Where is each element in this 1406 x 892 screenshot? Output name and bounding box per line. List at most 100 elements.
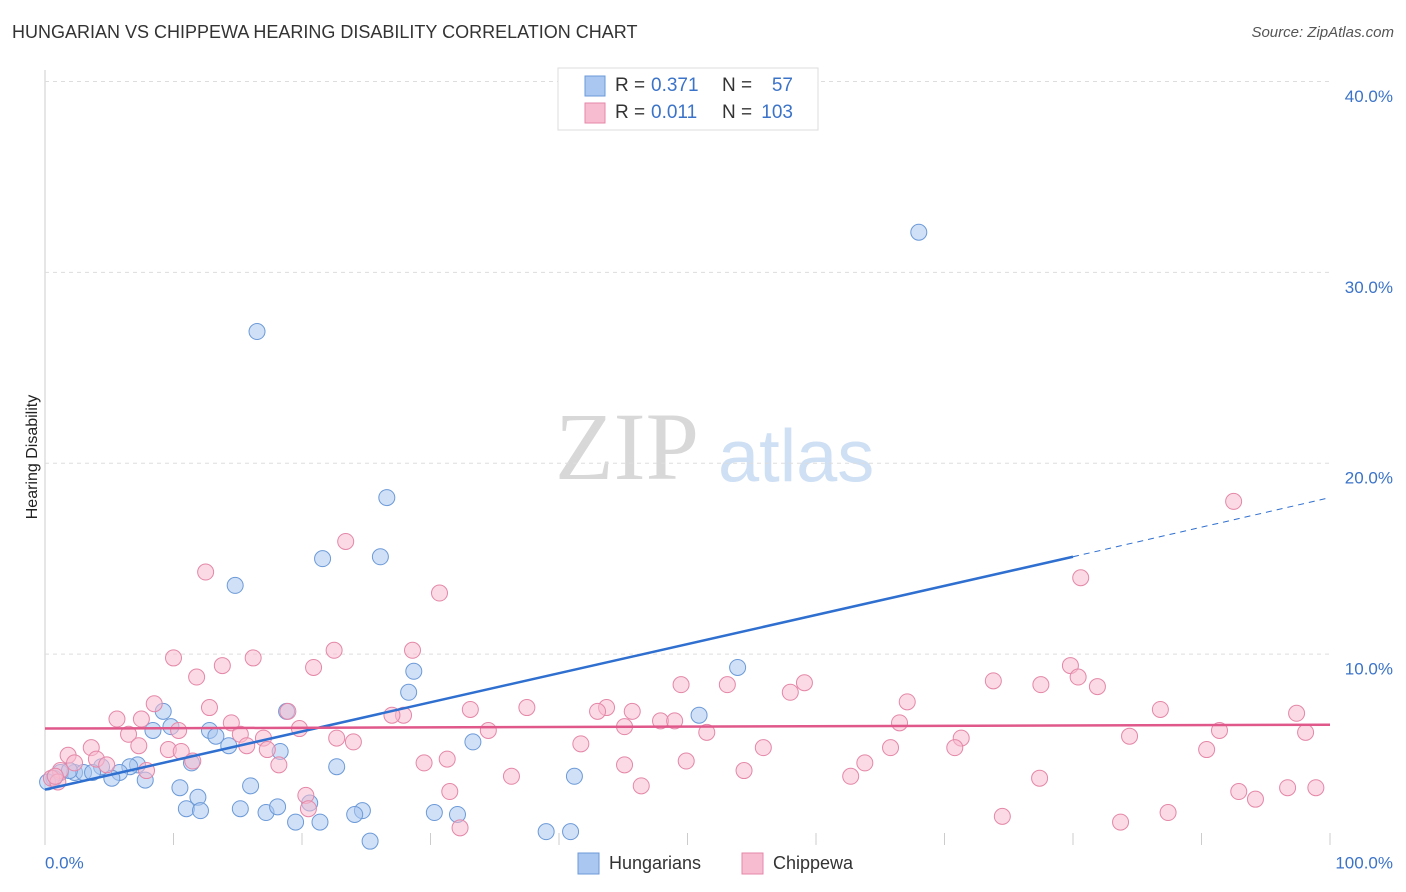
point <box>188 668 206 686</box>
point <box>269 798 287 816</box>
point <box>361 832 379 850</box>
chart-title: HUNGARIAN VS CHIPPEWA HEARING DISABILITY… <box>12 22 637 42</box>
point <box>993 807 1011 825</box>
legend-n-value: 103 <box>761 102 793 123</box>
point <box>191 802 209 820</box>
point <box>565 767 583 785</box>
point <box>856 754 874 772</box>
point <box>311 813 329 831</box>
legend: R = 0.371 N = 57 Hungarians R = 0.011 N = 103 Chi… <box>577 75 854 875</box>
point <box>425 804 443 822</box>
point <box>1159 804 1177 822</box>
point <box>898 693 916 711</box>
point <box>46 767 64 785</box>
point <box>1230 783 1248 801</box>
point <box>1198 741 1216 759</box>
y-tick-label: 40.0% <box>1345 87 1393 106</box>
watermark: atlas <box>718 415 874 498</box>
point <box>400 683 418 701</box>
point <box>415 754 433 772</box>
point <box>1288 704 1306 722</box>
point <box>404 641 422 659</box>
point <box>213 657 231 675</box>
point <box>441 783 459 801</box>
point <box>287 813 305 831</box>
point <box>882 739 900 757</box>
point <box>314 550 332 568</box>
legend-swatch <box>584 75 606 97</box>
point <box>344 733 362 751</box>
point <box>66 754 84 772</box>
legend-swatch <box>584 102 606 124</box>
point <box>616 756 634 774</box>
point <box>144 721 162 739</box>
point <box>666 712 684 730</box>
point <box>98 756 116 774</box>
point <box>632 777 650 795</box>
point <box>378 489 396 507</box>
trend-line <box>44 555 1074 791</box>
point <box>248 323 266 341</box>
point <box>562 823 580 841</box>
point <box>589 702 607 720</box>
point <box>328 758 346 776</box>
point <box>108 710 126 728</box>
point <box>984 672 1002 690</box>
point <box>1307 779 1325 797</box>
point <box>1246 790 1264 808</box>
point <box>461 700 479 718</box>
point <box>438 750 456 768</box>
legend-label: Hungarians <box>609 853 701 873</box>
point <box>371 548 389 566</box>
legend-r-label: R = <box>615 75 645 96</box>
legend-r-value: 0.011 <box>651 102 697 123</box>
point <box>299 800 317 818</box>
point <box>502 767 520 785</box>
point <box>677 752 695 770</box>
point <box>132 710 150 728</box>
point <box>1069 668 1087 686</box>
point <box>781 683 799 701</box>
point <box>258 741 276 759</box>
point <box>729 658 747 676</box>
point <box>170 721 188 739</box>
point <box>1032 676 1050 694</box>
point <box>171 779 189 797</box>
point <box>130 737 148 755</box>
trend-extension <box>1072 497 1331 558</box>
point <box>1031 769 1049 787</box>
y-tick-label: 20.0% <box>1345 469 1393 488</box>
y-tick-label: 30.0% <box>1345 278 1393 297</box>
point <box>305 658 323 676</box>
point <box>279 702 297 720</box>
point <box>842 767 860 785</box>
point <box>405 662 423 680</box>
point <box>1112 813 1130 831</box>
point <box>891 714 909 732</box>
x-tick-label: 100.0% <box>1335 853 1393 872</box>
point <box>346 805 364 823</box>
point <box>451 819 469 837</box>
point <box>1225 492 1243 510</box>
point <box>518 699 536 717</box>
legend-swatch <box>741 852 764 875</box>
legend-label: Chippewa <box>773 853 854 873</box>
point <box>735 762 753 780</box>
trend-line <box>44 723 1331 730</box>
legend-n-value: 57 <box>772 75 793 96</box>
point <box>464 733 482 751</box>
point <box>177 800 195 818</box>
plot-area: 10.0% 20.0% 30.0% 40.0% 0.0% 100.0% <box>39 70 1393 872</box>
legend-r-label: R = <box>615 102 645 123</box>
point <box>1210 721 1228 739</box>
y-axis-label: Hearing Disability <box>24 395 41 520</box>
point <box>1088 678 1106 696</box>
point <box>1279 779 1297 797</box>
point <box>226 576 244 594</box>
watermark: ZIP <box>555 393 699 500</box>
legend-swatch <box>577 852 600 875</box>
legend-n-label: N = <box>722 75 752 96</box>
point <box>1297 723 1315 741</box>
